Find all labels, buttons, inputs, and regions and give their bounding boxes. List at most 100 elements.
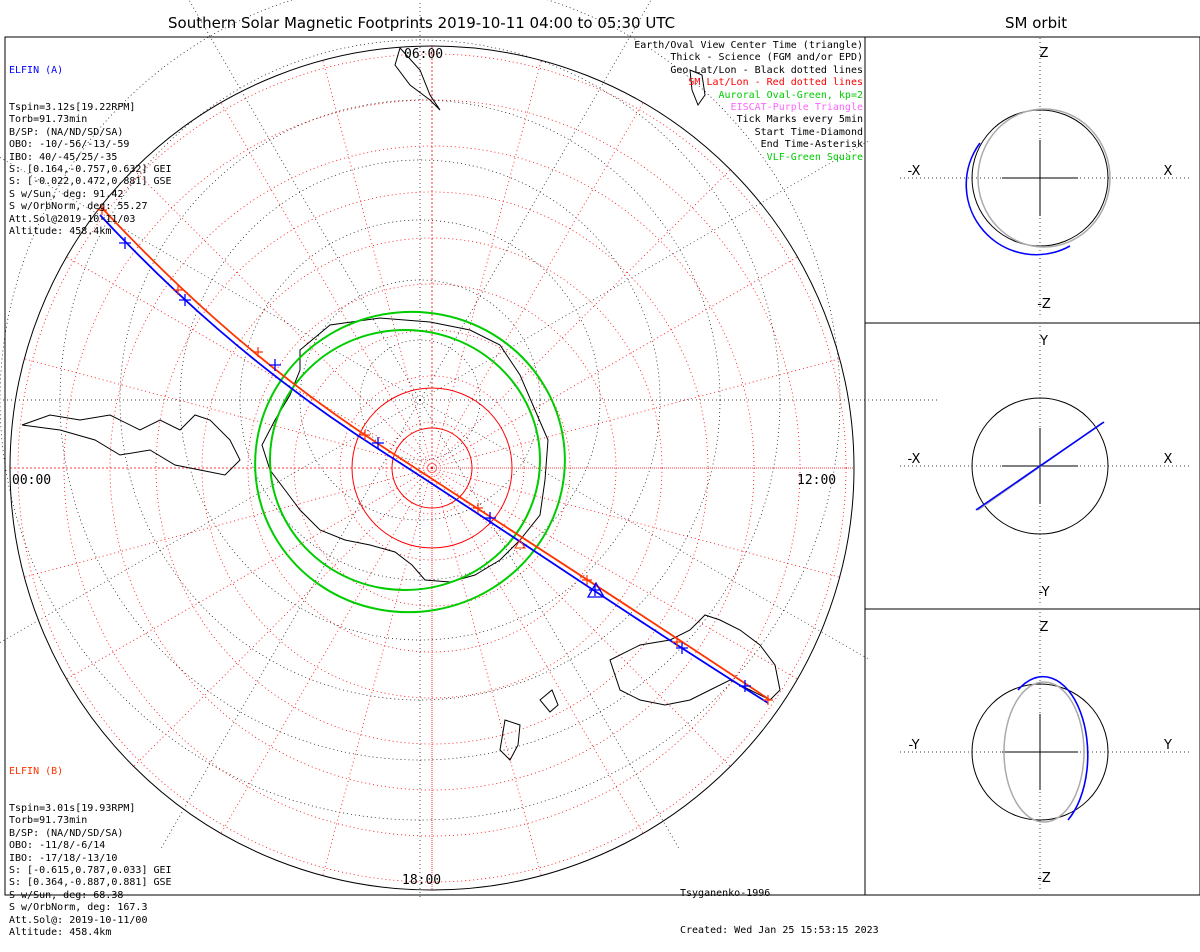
elfin-a-info: ELFIN (A) Tspin=3.12s[19.22RPM] Torb=91.7… <box>9 40 172 251</box>
coastline <box>261 317 549 583</box>
elfin-b-tick <box>763 695 773 705</box>
sm-lon-line <box>322 467 433 876</box>
elfin-a-line: Altitude: 458.4km <box>9 226 112 238</box>
map-boundary <box>9 45 855 891</box>
legend-entry: Auroral Oval-Green, kp=2 <box>718 89 864 101</box>
axis-label-right: X <box>1164 164 1173 179</box>
elfin-b-line: S w/OrbNorm, deg: 167.3 <box>9 902 148 914</box>
axis-label-left: -X <box>908 164 921 179</box>
elfin-b-tick <box>360 430 370 440</box>
elfin-b-track <box>101 207 771 701</box>
orbit-panel-2: Y -Y -X X <box>900 326 1190 606</box>
elfin-b-line: Torb=91.73min <box>9 815 88 827</box>
elfin-a-track <box>99 214 769 704</box>
legend-entry: SM Lat/Lon - Red dotted lines <box>688 77 863 89</box>
orbit-a <box>975 421 1105 511</box>
elfin-b-line: IBO: -17/18/-13/10 <box>9 852 118 864</box>
elfin-a-line: S w/Sun, deg: 91.42 <box>9 188 124 200</box>
coastline <box>394 47 441 111</box>
orbit-title: SM orbit <box>1005 14 1068 32</box>
elfin-a-tick <box>676 642 688 654</box>
legend-entry: EISCAT-Purple Triangle <box>730 102 863 114</box>
axis-label-top: Z <box>1040 46 1049 61</box>
sm-lon-line <box>66 467 433 680</box>
sm-lon-line <box>431 60 542 469</box>
sm-lon-line <box>431 467 798 680</box>
geo-lon-line <box>419 0 652 401</box>
axis-label-right: Y <box>1163 738 1172 753</box>
geo-lon-line <box>188 0 421 401</box>
elfin-b-tick <box>582 575 592 585</box>
mlt-label-bottom: 18:00 <box>402 873 441 888</box>
view-center-triangle-b <box>514 539 526 549</box>
elfin-a-tick <box>179 294 191 306</box>
sm-lon-line <box>220 467 433 834</box>
elfin-a-line: S: [0.164,-0.757,0.632] GEI <box>9 164 172 176</box>
sm-lon-line <box>431 467 840 578</box>
view-center-triangle <box>586 581 606 598</box>
elfin-b-line: B/SP: (NA/ND/SD/SA) <box>9 827 124 839</box>
elfin-b-line: Altitude: 458.4km <box>9 927 112 939</box>
main-title: Southern Solar Magnetic Footprints 2019-… <box>168 14 676 32</box>
geo-lon-line <box>419 399 871 661</box>
elfin-b-tick <box>672 637 682 647</box>
elfin-a-tick <box>372 437 384 449</box>
elfin-b-tick <box>253 347 263 357</box>
polar-map: 06:00 00:00 12:00 18:00 <box>0 0 940 900</box>
elfin-b-tick <box>473 503 483 513</box>
elfin-b-line: S: [-0.615,0.787,0.033] GEI <box>9 865 172 877</box>
sm-lon-line <box>431 358 840 469</box>
geo-lon-line <box>419 139 871 401</box>
geo-lon-line <box>419 399 681 851</box>
elfin-b-line: OBO: -11/8/-6/14 <box>9 840 106 852</box>
elfin-a-line: OBO: -10/-56/-13/-59 <box>9 139 130 151</box>
footer: Tsyganenko-1996 Created: Wed Jan 25 15:5… <box>680 863 879 950</box>
elfin-a-tick <box>119 237 131 249</box>
elfin-b-tick <box>97 205 107 215</box>
sm-lon-line <box>24 467 433 578</box>
legend-entry: Thick - Science (FGM and/or EPD) <box>670 52 863 64</box>
elfin-b-tick <box>173 285 183 295</box>
legend: Earth/Oval View Center Time (triangle) Th… <box>634 40 863 164</box>
axis-label-top: Y <box>1039 334 1048 349</box>
coastline <box>539 689 559 713</box>
axis-label-top: Z <box>1040 620 1049 635</box>
sm-lon-line <box>431 467 644 834</box>
geo-lon-line <box>0 399 421 643</box>
sm-lon-line <box>322 60 433 469</box>
orbit-panel-1: Z -Z -X X <box>900 38 1190 318</box>
elfin-b-info: ELFIN (B) Tspin=3.01s[19.93RPM] Torb=91.7… <box>9 741 172 952</box>
coastline <box>689 69 706 107</box>
elfin-b-line: S: [0.364,-0.887,0.881] GSE <box>9 877 172 889</box>
axis-label-left: -X <box>908 452 921 467</box>
orbit-panels: Z -Z -X X Y -Y -X X Z -Z -Y Y <box>900 38 1190 892</box>
mlt-label-right: 12:00 <box>797 473 836 488</box>
geo-lon-line <box>0 157 421 401</box>
model-label: Tsyganenko-1996 <box>680 887 771 899</box>
orbit-frame <box>864 36 1200 896</box>
legend-entry: Geo Lat/Lon - Black dotted lines <box>670 64 863 76</box>
legend-entry: End Time-Asterisk <box>760 139 863 151</box>
elfin-b-name: ELFIN (B) <box>9 765 64 777</box>
coastline <box>609 614 781 706</box>
created-label: Created: Wed Jan 25 15:53:15 2023 <box>680 925 879 937</box>
sm-lon-line <box>24 358 433 469</box>
elfin-b-line: S w/Sun, deg: 68.38 <box>9 889 124 901</box>
legend-entry: Start Time-Diamond <box>754 126 863 138</box>
sm-lon-line <box>431 256 798 469</box>
sm-lon-line <box>431 169 731 469</box>
mlt-label-left: 00:00 <box>12 473 51 488</box>
orbit-panel-3: Z -Z -Y Y <box>900 612 1190 892</box>
sm-lon-line <box>66 256 433 469</box>
elfin-a-tick <box>484 512 496 524</box>
axis-label-right: X <box>1164 452 1173 467</box>
legend-entry: VLF-Green Square <box>766 151 863 163</box>
mlt-label-top: 06:00 <box>404 47 443 62</box>
coastline <box>499 719 521 761</box>
auroral-oval-inner <box>269 329 541 591</box>
elfin-a-line: IBO: 40/-45/25/-35 <box>9 151 118 163</box>
auroral-oval-outer <box>254 310 566 614</box>
elfin-a-tick <box>269 359 281 371</box>
orbit-a <box>1017 675 1089 821</box>
footprint-plot: 06:00 00:00 12:00 18:00 Z -Z -X X Y -Y -X X Z -Z -Y Y <box>0 0 1200 900</box>
